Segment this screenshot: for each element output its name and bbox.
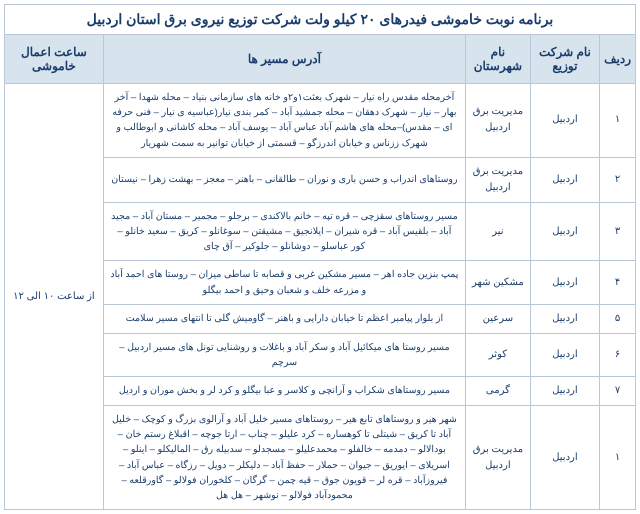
cell-route: پمپ بنزین جاده اهر – مسیر مشکین غربی و ق… <box>103 261 465 304</box>
cell-city: نیر <box>465 202 530 261</box>
cell-route: مسیر روستاهای سقزچی – قره تپه – خانم بال… <box>103 202 465 261</box>
cell-route: روستاهای اندراب و حسن باری و نوران – طال… <box>103 157 465 202</box>
cell-city: سرعین <box>465 304 530 333</box>
cell-row-number: ۲ <box>600 157 636 202</box>
cell-route: مسیر روستاهای شکراب و آرانچی و کلاسر و ع… <box>103 377 465 406</box>
header-route: آدرس مسیر ها <box>103 35 465 84</box>
cell-row-number: ۱ <box>600 406 636 510</box>
cell-company: اردبیل <box>530 157 599 202</box>
cell-city: مشکین شهر <box>465 261 530 304</box>
cell-company: اردبیل <box>530 333 599 376</box>
cell-row-number: ۵ <box>600 304 636 333</box>
cell-company: اردبیل <box>530 377 599 406</box>
cell-company: اردبیل <box>530 406 599 510</box>
header-city: نام شهرستان <box>465 35 530 84</box>
page-title: برنامه نوبت خاموشی فیدرهای ۲۰ کیلو ولت ش… <box>4 4 636 34</box>
cell-row-number: ۷ <box>600 377 636 406</box>
table-row: ۱اردبیلمدیریت برق اردبیلآخرمحله مقدس راه… <box>5 84 636 158</box>
cell-city: کوثر <box>465 333 530 376</box>
cell-company: اردبیل <box>530 304 599 333</box>
cell-route: آخرمحله مقدس راه نیار – شهرک بعثت۱و۲و خا… <box>103 84 465 158</box>
cell-row-number: ۴ <box>600 261 636 304</box>
cell-city: مدیریت برق اردبیل <box>465 84 530 158</box>
cell-row-number: ۱ <box>600 84 636 158</box>
cell-row-number: ۳ <box>600 202 636 261</box>
cell-company: اردبیل <box>530 202 599 261</box>
cell-route: مسیر روستا های میکائیل آباد و سکر آباد و… <box>103 333 465 376</box>
cell-row-number: ۶ <box>600 333 636 376</box>
schedule-table: ردیف نام شرکت توزیع نام شهرستان آدرس مسی… <box>4 34 636 510</box>
cell-route: شهر هیر و روستاهای تابع هیر – روستاهای م… <box>103 406 465 510</box>
cell-city: گرمی <box>465 377 530 406</box>
cell-time: از ساعت ۱۰ الی ۱۲ <box>5 84 104 510</box>
cell-company: اردبیل <box>530 261 599 304</box>
header-row: ردیف <box>600 35 636 84</box>
cell-route: از بلوار پیامبر اعظم تا خیابان دارایی و … <box>103 304 465 333</box>
cell-city: مدیریت برق اردبیل <box>465 157 530 202</box>
header-time: ساعت اعمال خاموشی <box>5 35 104 84</box>
header-company: نام شرکت توزیع <box>530 35 599 84</box>
cell-city: مدیریت برق اردبیل <box>465 406 530 510</box>
cell-company: اردبیل <box>530 84 599 158</box>
